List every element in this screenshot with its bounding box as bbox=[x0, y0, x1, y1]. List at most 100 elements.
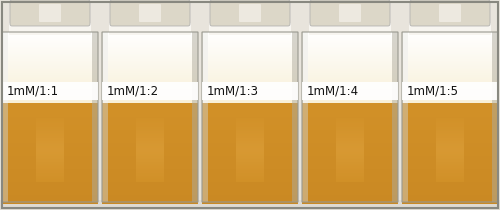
Bar bbox=[402, 195, 498, 197]
Bar bbox=[102, 48, 198, 49]
Bar bbox=[202, 154, 298, 156]
Bar bbox=[202, 53, 298, 54]
Bar bbox=[102, 197, 198, 199]
Bar bbox=[102, 185, 198, 187]
Bar bbox=[302, 165, 398, 167]
Bar bbox=[402, 110, 498, 112]
Bar bbox=[302, 81, 398, 82]
Bar bbox=[302, 124, 398, 126]
Bar bbox=[302, 94, 398, 95]
Bar bbox=[302, 112, 398, 114]
Bar bbox=[336, 178, 364, 179]
Bar bbox=[102, 150, 198, 152]
Bar bbox=[2, 159, 98, 161]
Bar bbox=[402, 84, 498, 85]
Bar bbox=[2, 126, 98, 128]
Bar bbox=[302, 159, 398, 161]
Bar bbox=[102, 54, 198, 55]
Bar bbox=[102, 88, 198, 89]
Bar bbox=[136, 177, 164, 178]
Bar bbox=[202, 152, 298, 154]
Bar bbox=[2, 116, 98, 117]
Bar bbox=[102, 116, 198, 118]
Bar bbox=[336, 134, 364, 135]
Bar bbox=[102, 82, 198, 100]
Bar bbox=[2, 188, 98, 190]
Bar bbox=[36, 120, 64, 121]
Bar bbox=[136, 163, 164, 164]
Bar bbox=[2, 32, 98, 33]
Bar bbox=[402, 75, 498, 76]
Bar bbox=[2, 164, 98, 166]
Bar bbox=[236, 123, 264, 124]
Bar bbox=[2, 36, 98, 37]
Bar bbox=[336, 123, 364, 124]
Bar bbox=[202, 112, 298, 114]
Bar bbox=[202, 117, 298, 119]
Bar bbox=[136, 125, 164, 126]
Bar bbox=[202, 161, 298, 163]
Bar bbox=[302, 145, 398, 147]
Bar bbox=[102, 85, 198, 86]
Bar bbox=[202, 142, 298, 144]
Bar bbox=[236, 174, 264, 175]
Bar bbox=[2, 49, 98, 50]
Bar bbox=[336, 151, 364, 152]
Bar bbox=[2, 48, 98, 49]
Bar bbox=[36, 160, 64, 161]
Bar bbox=[302, 33, 398, 34]
Bar bbox=[236, 180, 264, 181]
Bar bbox=[2, 43, 98, 44]
Bar bbox=[302, 48, 398, 49]
Bar bbox=[102, 133, 198, 135]
Bar bbox=[2, 89, 98, 90]
Bar bbox=[2, 103, 98, 105]
Bar bbox=[202, 116, 298, 117]
Bar bbox=[302, 182, 398, 184]
Bar bbox=[102, 190, 198, 192]
Bar bbox=[2, 152, 98, 154]
Bar bbox=[402, 60, 498, 61]
Bar bbox=[402, 56, 498, 57]
Bar bbox=[102, 45, 198, 46]
Bar bbox=[136, 172, 164, 173]
Bar bbox=[36, 167, 64, 168]
Bar bbox=[302, 47, 398, 48]
Bar bbox=[302, 120, 398, 122]
Bar bbox=[2, 189, 98, 191]
Bar bbox=[2, 154, 98, 156]
Bar bbox=[102, 200, 198, 202]
Bar bbox=[102, 90, 198, 91]
Bar bbox=[302, 149, 398, 151]
Bar bbox=[102, 145, 198, 147]
Bar bbox=[102, 189, 198, 191]
Bar bbox=[402, 65, 498, 66]
Bar bbox=[202, 192, 298, 194]
Bar bbox=[2, 86, 98, 87]
Bar bbox=[336, 153, 364, 154]
Bar bbox=[436, 124, 464, 125]
Bar bbox=[236, 150, 264, 151]
Bar bbox=[36, 143, 64, 144]
Bar bbox=[202, 189, 298, 191]
Bar bbox=[202, 144, 298, 146]
Bar bbox=[102, 125, 198, 127]
Bar bbox=[436, 150, 464, 151]
Bar bbox=[302, 147, 398, 149]
Bar bbox=[402, 82, 498, 83]
Bar bbox=[2, 78, 98, 79]
Bar bbox=[136, 130, 164, 131]
Bar bbox=[402, 146, 498, 148]
Bar bbox=[402, 155, 498, 157]
Bar bbox=[36, 161, 64, 162]
Bar bbox=[402, 152, 498, 154]
Bar bbox=[102, 86, 198, 87]
Bar bbox=[2, 160, 98, 162]
Bar bbox=[102, 66, 198, 67]
Bar bbox=[402, 125, 498, 127]
Bar bbox=[302, 79, 398, 80]
FancyBboxPatch shape bbox=[310, 0, 390, 26]
Bar bbox=[402, 178, 498, 180]
Bar bbox=[202, 69, 298, 70]
Bar bbox=[402, 185, 498, 187]
